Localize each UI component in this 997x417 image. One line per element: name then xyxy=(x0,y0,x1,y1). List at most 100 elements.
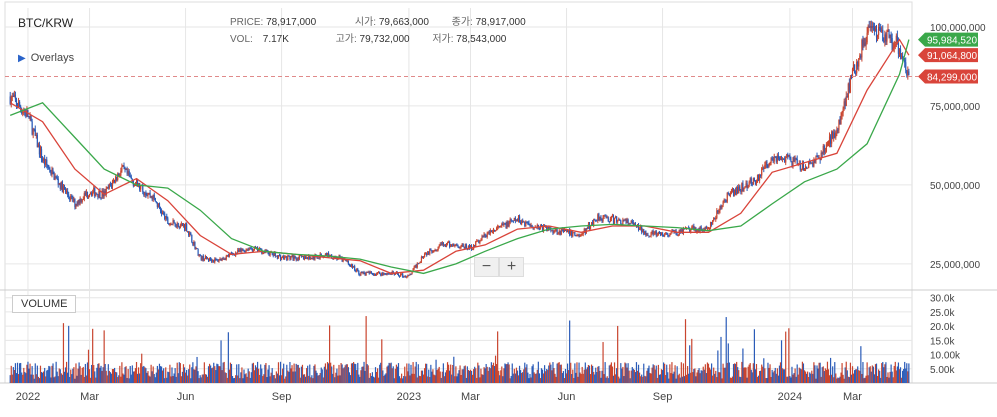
candle-body xyxy=(126,169,128,174)
volume-bar xyxy=(891,371,893,383)
volume-bar xyxy=(786,376,788,383)
volume-bar xyxy=(294,371,296,383)
candle-body xyxy=(91,193,93,196)
candle-body xyxy=(832,131,834,139)
volume-bar xyxy=(783,369,785,383)
volume-bar xyxy=(718,372,720,383)
zoom-in-button[interactable]: + xyxy=(499,257,524,277)
volume-bar xyxy=(102,367,104,383)
volume-bar xyxy=(69,376,71,383)
candle-body xyxy=(790,158,792,162)
volume-bar xyxy=(485,364,487,383)
candle-body xyxy=(657,232,659,235)
volume-bar xyxy=(351,363,354,383)
candle-body xyxy=(761,168,763,176)
volume-bar xyxy=(498,370,500,383)
volume-bar xyxy=(553,368,555,383)
candle-body xyxy=(38,144,41,155)
candle-body xyxy=(646,234,648,236)
volume-bar xyxy=(231,376,234,383)
candle-body xyxy=(764,165,766,169)
volume-bar xyxy=(112,368,115,383)
volume-bar xyxy=(568,370,570,383)
candle-body xyxy=(821,152,823,154)
overlays-toggle[interactable]: ▶ Overlays xyxy=(18,52,74,64)
volume-bar xyxy=(793,373,795,383)
volume-bar xyxy=(155,372,157,383)
volume-bar xyxy=(340,362,342,383)
volume-bar xyxy=(787,376,789,383)
candle-body xyxy=(649,235,651,237)
candle-body xyxy=(249,248,251,250)
candle-body xyxy=(122,165,124,167)
candle-body xyxy=(875,29,878,38)
zoom-out-button[interactable]: − xyxy=(474,257,499,277)
candle-body xyxy=(874,29,877,32)
candle-body xyxy=(14,94,17,100)
candle-body xyxy=(244,250,246,252)
candle-body xyxy=(759,174,761,181)
volume-bar xyxy=(544,365,546,383)
candle-body xyxy=(411,271,413,275)
volume-bar xyxy=(203,362,205,383)
volume-tick-label: 10.00k xyxy=(930,351,961,362)
candle-body xyxy=(829,136,832,144)
candle-body xyxy=(243,250,245,252)
volume-bar xyxy=(570,362,572,383)
x-tick-label: Jun xyxy=(558,391,576,403)
volume-bar xyxy=(599,370,601,383)
candle-body xyxy=(135,180,138,184)
candle-body xyxy=(273,252,275,256)
candle-body xyxy=(28,116,30,118)
volume-bar xyxy=(816,365,818,383)
volume-bar xyxy=(172,376,174,383)
volume-bar xyxy=(368,377,370,383)
candle-body xyxy=(221,257,223,261)
candle-body xyxy=(523,221,525,223)
volume-bar xyxy=(295,363,297,383)
volume-bar xyxy=(908,363,910,383)
volume-bar xyxy=(558,362,560,383)
volume-bar xyxy=(765,378,767,383)
volume-bar xyxy=(169,364,171,383)
candle-body xyxy=(598,214,600,221)
volume-bar xyxy=(51,365,53,383)
volume-bar xyxy=(301,364,304,383)
candle-body xyxy=(34,129,36,136)
volume-bar xyxy=(141,353,143,383)
candle-body xyxy=(86,191,89,197)
volume-bar xyxy=(232,378,235,383)
volume-bar xyxy=(224,372,226,383)
volume-bar xyxy=(566,363,569,383)
candle-body xyxy=(330,254,332,257)
candle-body xyxy=(301,256,304,258)
volume-bar xyxy=(405,376,407,383)
open-label: 시가: xyxy=(354,17,377,28)
volume-bar xyxy=(146,372,148,383)
volume-bar xyxy=(514,373,516,383)
volume-bar xyxy=(700,370,702,383)
volume-bar xyxy=(145,368,147,383)
volume-bar xyxy=(157,369,160,383)
volume-bar xyxy=(391,368,393,383)
volume-bar xyxy=(363,361,365,383)
volume-bar xyxy=(403,376,405,383)
candle-body xyxy=(746,183,748,189)
candle-body xyxy=(121,166,123,171)
candle-body xyxy=(160,210,163,215)
candle-body xyxy=(215,258,217,260)
candle-body xyxy=(60,181,62,189)
candle-body xyxy=(15,99,18,105)
volume-bar xyxy=(556,363,558,383)
candle-body xyxy=(463,246,465,249)
volume-bar xyxy=(16,362,19,383)
volume-bar xyxy=(423,368,426,383)
candle-body xyxy=(554,229,556,231)
volume-bar xyxy=(355,364,357,383)
volume-bar xyxy=(776,368,778,383)
volume-bar xyxy=(211,368,213,383)
volume-tick-label: 25.0k xyxy=(930,308,955,319)
candle-body xyxy=(228,253,231,257)
candle-body xyxy=(188,231,190,236)
